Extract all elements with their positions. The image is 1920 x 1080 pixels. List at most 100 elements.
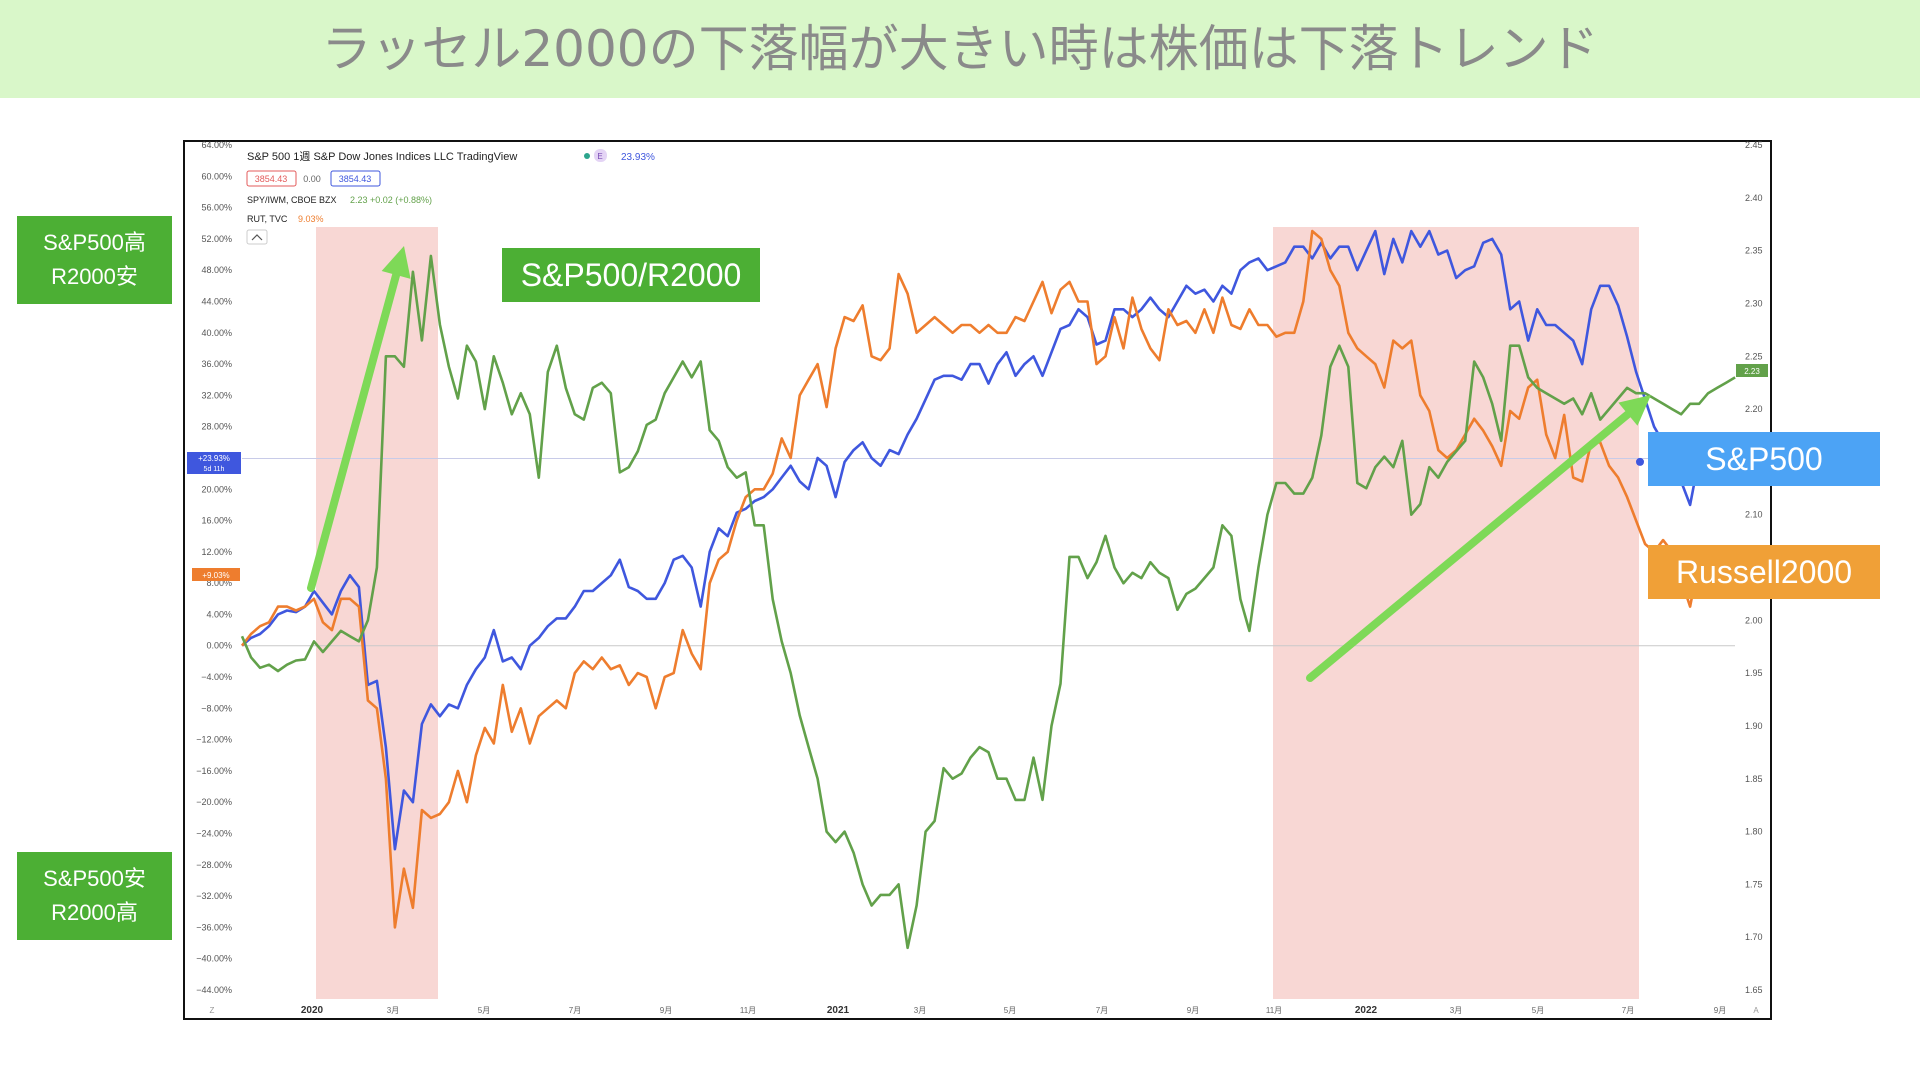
title-banner <box>0 0 1920 98</box>
x-axis-tick-label: 7月 <box>1096 1006 1108 1015</box>
legend-bid: 3854.43 <box>255 174 288 184</box>
left-axis-tick-label: 52.00% <box>201 234 232 244</box>
timezone-toggle-label: Z <box>210 1006 215 1015</box>
left-axis-tick-label: 12.00% <box>201 547 232 557</box>
legend-ask-box <box>330 170 381 187</box>
ratio-line <box>240 254 1736 950</box>
left-axis-tick-label: 48.00% <box>201 265 232 275</box>
left-axis-tick-label: −24.00% <box>196 829 232 839</box>
legend-rut-name: RUT, TVC <box>247 214 288 224</box>
left-axis-tick-label: −8.00% <box>201 703 232 713</box>
left-axis-tick-label: 28.00% <box>201 422 232 432</box>
right-axis-tick-label: 2.25 <box>1745 351 1763 361</box>
legend-symbol-line: S&P 500 1週 S&P Dow Jones Indices LLC Tra… <box>247 150 517 163</box>
label-sp-low-r-high: S&P500安 R2000高 <box>17 852 172 940</box>
left-axis-tick-label: 32.00% <box>201 390 232 400</box>
x-axis-tick-label: 5月 <box>478 1006 490 1015</box>
x-axis-tick-label: 5月 <box>1004 1006 1016 1015</box>
russell-price-tag <box>192 568 240 581</box>
right-axis-tick-label: 1.85 <box>1745 774 1763 784</box>
legend-badge-label: E <box>597 152 602 161</box>
left-axis-tick-label: 20.00% <box>201 484 232 494</box>
x-axis-tick-label: 7月 <box>1622 1006 1634 1015</box>
russell-price-tag-value: +9.03% <box>202 571 229 580</box>
left-axis-tick-label: −28.00% <box>196 860 232 870</box>
legend-change: 23.93% <box>621 152 655 163</box>
sp500-last-point <box>1636 457 1644 466</box>
left-axis-tick-label: 4.00% <box>206 609 232 619</box>
russell-line <box>240 229 1736 929</box>
x-axis-tick-label: 2020 <box>301 1005 324 1016</box>
x-axis-tick-label: 7月 <box>569 1006 581 1015</box>
x-axis-tick-label: 2021 <box>827 1005 850 1016</box>
label-line-1: S&P500安 <box>43 866 146 891</box>
right-axis-tick-label: 2.35 <box>1745 246 1763 256</box>
left-axis-tick-label: 40.00% <box>201 328 232 338</box>
legend-spread: 0.00 <box>303 174 321 184</box>
legend-rut-value: 9.03% <box>298 214 324 224</box>
right-axis-tick-label: 2.20 <box>1745 404 1763 414</box>
label-line-1: S&P500高 <box>43 230 146 255</box>
right-axis-tick-label: 2.00 <box>1745 615 1763 625</box>
right-axis-tick-label: 2.40 <box>1745 193 1763 203</box>
left-axis-tick-label: −32.00% <box>196 891 232 901</box>
label-line-2: R2000安 <box>51 264 138 289</box>
legend-ratio-values: 2.23 +0.02 (+0.88%) <box>350 195 432 205</box>
left-axis-tick-label: −36.00% <box>196 922 232 932</box>
legend-collapse-button <box>246 229 268 245</box>
ratio-price-tag-value: 2.23 <box>1744 367 1760 376</box>
sp500-price-tag-value: +23.93% <box>198 454 230 463</box>
left-axis-tick-label: 36.00% <box>201 359 232 369</box>
arrow-head <box>1618 395 1651 426</box>
left-axis-tick-label: 64.00% <box>201 140 232 150</box>
trend-arrow-up <box>307 246 411 592</box>
sp500-line <box>241 229 1736 851</box>
left-axis-tick-label: −40.00% <box>196 954 232 964</box>
left-axis-tick-label: 60.00% <box>201 171 232 181</box>
x-axis-tick-label: 5月 <box>1532 1006 1544 1015</box>
x-axis-tick-label: 3月 <box>387 1006 399 1015</box>
right-axis-tick-label: 1.95 <box>1745 668 1763 678</box>
right-axis-tick-label: 1.70 <box>1745 932 1763 942</box>
auto-scale-toggle-label: A <box>1753 1006 1759 1015</box>
legend-badge <box>594 149 607 162</box>
left-axis-tick-label: −44.00% <box>196 985 232 995</box>
sp500-price-tag <box>187 452 241 474</box>
x-axis-tick-label: 3月 <box>1450 1006 1462 1015</box>
x-axis-tick-label: 9月 <box>660 1006 672 1015</box>
left-axis-tick-label: 56.00% <box>201 203 232 213</box>
left-axis-tick-label: −16.00% <box>196 766 232 776</box>
page-title: ラッセル2000の下落幅が大きい時は株価は下落トレンド <box>321 20 1599 78</box>
x-axis-tick-label: 9月 <box>1714 1006 1726 1015</box>
sp500-price-tag-time: 5d 11h <box>204 466 225 473</box>
shaded-region <box>1273 227 1639 999</box>
right-axis-tick-label: 1.75 <box>1745 879 1763 889</box>
x-axis-tick-label: 2022 <box>1355 1005 1378 1016</box>
left-axis-tick-label: 8.00% <box>206 578 232 588</box>
legend-status-dot-icon <box>584 153 590 159</box>
label-sp-high-r-low: S&P500高 R2000安 <box>17 216 172 304</box>
legend-ask: 3854.43 <box>339 174 372 184</box>
left-axis-tick-label: −4.00% <box>201 672 232 682</box>
russell-callout: Russell2000 <box>1648 545 1880 599</box>
arrow-shaft <box>307 270 401 592</box>
arrow-head <box>381 246 411 279</box>
ratio-price-tag <box>1736 364 1768 377</box>
x-axis-tick-label: 11月 <box>740 1006 756 1015</box>
chevron-up-icon <box>251 234 263 241</box>
right-axis-tick-label: 2.10 <box>1745 510 1763 520</box>
x-axis-tick-label: 9月 <box>1187 1006 1199 1015</box>
left-axis-tick-label: −20.00% <box>196 797 232 807</box>
right-axis-tick-label: 1.65 <box>1745 985 1763 995</box>
left-axis-tick-label: 44.00% <box>201 296 232 306</box>
x-axis-tick-label: 3月 <box>914 1006 926 1015</box>
legend-bid-box <box>246 170 297 187</box>
legend-ratio-name: SPY/IWM, CBOE BZX <box>247 195 337 205</box>
left-axis-tick-label: −12.00% <box>196 735 232 745</box>
left-axis-tick-label: 0.00% <box>206 641 232 651</box>
right-axis-tick-label: 2.45 <box>1745 140 1763 150</box>
right-axis-tick-label: 1.90 <box>1745 721 1763 731</box>
left-axis-tick-label: 16.00% <box>201 516 232 526</box>
arrow-shaft <box>1306 410 1632 682</box>
